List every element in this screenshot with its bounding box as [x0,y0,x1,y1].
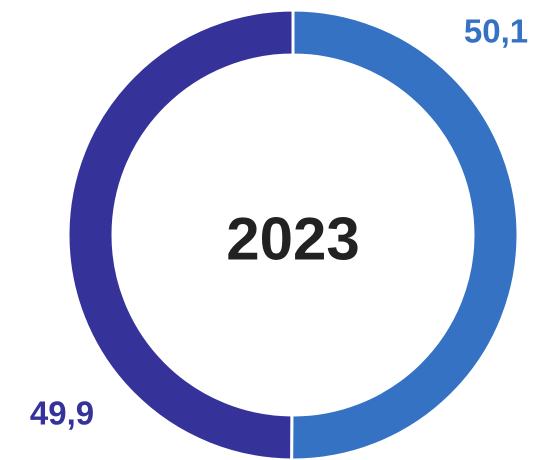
donut-slice-2 [66,8,295,460]
center-year-label: 2023 [226,206,359,273]
donut-value-labels: 50,1 49,9 [30,13,528,432]
slice-value-label-2: 49,9 [30,395,94,432]
slice-value-label-1: 50,1 [464,13,528,50]
